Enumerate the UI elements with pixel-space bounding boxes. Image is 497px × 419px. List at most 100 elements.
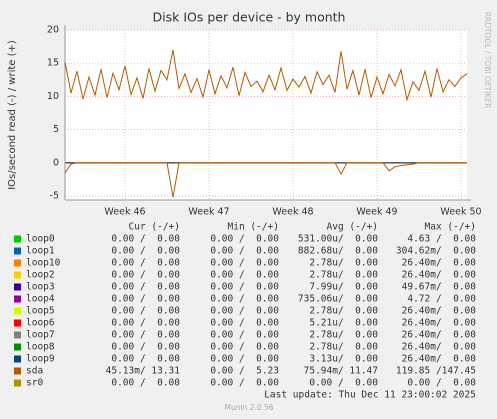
legend-value: 26.40m/ 0.00: [402, 354, 477, 365]
legend-value: 0.00 / 0.00: [111, 330, 180, 341]
legend-value: 0.00 / 0.00: [407, 378, 476, 389]
legend-value: 26.40m/ 0.00: [402, 306, 477, 317]
legend-value: 2.78u/ 0.00: [309, 270, 378, 281]
legend-value: 2.78u/ 0.00: [309, 258, 378, 269]
last-update: Last update: Thu Dec 11 23:00:02 2025: [264, 390, 476, 401]
legend-value: 0.00 / 0.00: [210, 258, 279, 269]
legend-header: Min (-/+): [228, 222, 279, 233]
y-tick-label: 15: [47, 58, 59, 69]
legend-name: loop2: [26, 270, 55, 281]
legend-value: 0.00 / 0.00: [210, 318, 279, 329]
legend-value: 0.00 / 0.00: [111, 282, 180, 293]
legend-value: 735.06u/ 0.00: [298, 294, 378, 305]
legend-value: 0.00 / 0.00: [111, 378, 180, 389]
legend-value: 2.78u/ 0.00: [309, 306, 378, 317]
legend-name: sr0: [26, 378, 43, 389]
legend-name: loop6: [26, 318, 55, 329]
legend-swatch: [14, 235, 21, 243]
legend-value: 0.00 / 0.00: [210, 330, 279, 341]
legend-value: 882.68u/ 0.00: [298, 246, 378, 257]
legend-value: 0.00 / 0.00: [111, 246, 180, 257]
legend-value: 0.00 / 0.00: [111, 234, 180, 245]
legend-value: 4.63 / 0.00: [407, 234, 476, 245]
x-tick-label: Week 47: [188, 207, 229, 218]
legend-value: 0.00 / 0.00: [210, 354, 279, 365]
legend-value: 26.40m/ 0.00: [402, 318, 477, 329]
legend-swatch: [14, 259, 21, 267]
legend-name: loop5: [26, 306, 55, 317]
legend-name: loop7: [26, 330, 55, 341]
legend-value: 26.40m/ 0.00: [402, 258, 477, 269]
legend-value: 0.00 / 0.00: [210, 342, 279, 353]
legend-value: 2.78u/ 0.00: [309, 330, 378, 341]
legend-value: 0.00 / 0.00: [210, 282, 279, 293]
legend-value: 2.78u/ 0.00: [309, 342, 378, 353]
legend-value: 0.00 / 0.00: [111, 318, 180, 329]
legend-swatch: [14, 367, 21, 375]
legend-value: 0.00 / 0.00: [210, 234, 279, 245]
legend-swatch: [14, 379, 21, 387]
legend-swatch: [14, 355, 21, 363]
legend-name: loop4: [26, 294, 55, 305]
legend-name: sda: [26, 366, 43, 377]
legend-value: 0.00 / 0.00: [111, 258, 180, 269]
plot-area: [65, 30, 467, 200]
legend-name: loop9: [26, 354, 55, 365]
legend-value: 0.00 / 0.00: [210, 378, 279, 389]
legend-value: 0.00 / 0.00: [111, 294, 180, 305]
legend-value: 0.00 / 0.00: [111, 306, 180, 317]
legend-value: 304.62m/ 0.00: [396, 246, 476, 257]
y-tick-label: -5: [50, 191, 59, 202]
legend-swatch: [14, 331, 21, 339]
legend-name: loop0: [26, 234, 55, 245]
y-tick-label: 0: [53, 157, 59, 168]
legend-value: 0.00 / 5.23: [210, 366, 279, 377]
x-tick-label: Week 49: [356, 207, 397, 218]
x-tick-label: Week 50: [440, 207, 481, 218]
legend-value: 5.21u/ 0.00: [309, 318, 378, 329]
legend-header: Avg (-/+): [327, 222, 378, 233]
legend-value: 0.00 / 0.00: [111, 270, 180, 281]
legend-value: 75.94m/ 11.47: [304, 366, 378, 377]
legend-name: loop3: [26, 282, 55, 293]
legend-swatch: [14, 343, 21, 351]
legend-value: 119.85 /147.45: [396, 366, 476, 377]
legend-value: 0.00 / 0.00: [111, 354, 180, 365]
legend-swatch: [14, 247, 21, 255]
y-tick-label: 20: [47, 25, 59, 36]
legend-value: 0.00 / 0.00: [309, 378, 378, 389]
legend-value: 49.67m/ 0.00: [402, 282, 477, 293]
legend-header: Max (-/+): [425, 222, 476, 233]
legend-swatch: [14, 283, 21, 291]
legend-value: 26.40m/ 0.00: [402, 270, 477, 281]
legend-value: 4.72 / 0.00: [407, 294, 476, 305]
legend-name: loop10: [26, 258, 61, 269]
legend-swatch: [14, 307, 21, 315]
legend-name: loop1: [26, 246, 55, 257]
y-tick-label: 5: [53, 124, 59, 135]
footer: Munin 2.0.56: [224, 403, 273, 412]
x-tick-label: Week 46: [104, 207, 145, 218]
y-tick-label: 10: [47, 91, 59, 102]
series-line: [64, 49, 468, 102]
legend-value: 531.00u/ 0.00: [298, 234, 378, 245]
y-axis-label: IOs/second read (-) / write (+): [7, 40, 18, 190]
legend-swatch: [14, 295, 21, 303]
legend-name: loop8: [26, 342, 55, 353]
x-tick-label: Week 48: [272, 207, 313, 218]
legend-value: 26.40m/ 0.00: [402, 342, 477, 353]
legend-value: 3.13u/ 0.00: [309, 354, 378, 365]
legend-value: 7.99u/ 0.00: [309, 282, 378, 293]
legend-swatch: [14, 319, 21, 327]
legend-swatch: [14, 271, 21, 279]
legend-header: Cur (-/+): [129, 222, 180, 233]
chart-title: Disk IOs per device - by month: [153, 10, 346, 25]
legend-value: 0.00 / 0.00: [210, 294, 279, 305]
legend-value: 45.13m/ 13.31: [106, 366, 181, 377]
legend-value: 26.40m/ 0.00: [402, 330, 477, 341]
series-line: [64, 162, 467, 198]
legend-value: 0.00 / 0.00: [210, 246, 279, 257]
legend-value: 0.00 / 0.00: [210, 306, 279, 317]
legend-value: 0.00 / 0.00: [111, 342, 180, 353]
